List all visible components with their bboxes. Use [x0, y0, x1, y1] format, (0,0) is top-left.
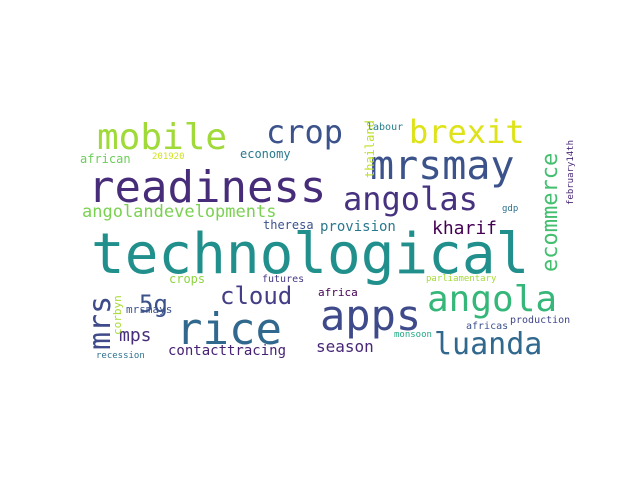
cloud-word: mrsmays: [126, 303, 173, 316]
cloud-word: africa: [318, 286, 358, 299]
cloud-word: technological: [91, 222, 530, 287]
cloud-word: monsoon: [394, 330, 432, 340]
cloud-word: angola: [427, 279, 558, 320]
cloud-word: season: [316, 337, 374, 356]
cloud-word: brexit: [409, 113, 525, 151]
cloud-word: angolandevelopments: [82, 202, 277, 222]
cloud-word: african: [80, 152, 131, 166]
cloud-word: theresa: [263, 218, 314, 232]
cloud-word: luanda: [434, 327, 543, 362]
cloud-word: gdp: [502, 204, 519, 214]
cloud-word: recession: [96, 351, 145, 361]
cloud-word: provision: [320, 219, 396, 235]
cloud-word: contacttracing: [168, 343, 287, 359]
cloud-word: labour: [367, 122, 404, 133]
cloud-word: crops: [169, 272, 206, 286]
cloud-word: 201920: [152, 152, 185, 162]
cloud-word: kharif: [432, 218, 498, 239]
word-cloud-panel: technological readiness mrsmay rice apps ango…: [80, 110, 576, 368]
cloud-word: africas: [466, 321, 509, 332]
cloud-word: production: [510, 315, 571, 326]
cloud-word: futures: [262, 274, 305, 285]
cloud-word: mps: [119, 325, 152, 346]
cloud-word: 5g: [139, 290, 168, 318]
cloud-word: apps: [320, 291, 422, 340]
cloud-word: economy: [240, 147, 291, 161]
cloud-word: angolas: [343, 180, 478, 218]
cloud-word: ecommerce: [538, 152, 563, 272]
cloud-word: cloud: [220, 282, 293, 310]
cloud-word: mobile: [97, 117, 228, 158]
cloud-word: corbyn: [111, 295, 124, 335]
cloud-word: mrsmay: [370, 143, 515, 189]
cloud-word: crop: [266, 113, 344, 151]
cloud-word: parliamentary: [426, 274, 497, 284]
cloud-word: rice: [176, 304, 282, 355]
cloud-word: february14th: [566, 139, 576, 205]
cloud-word: readiness: [88, 162, 327, 213]
